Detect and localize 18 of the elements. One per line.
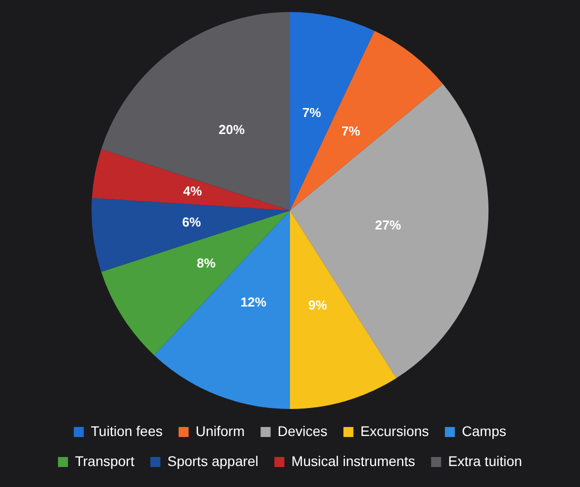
- legend-label: Extra tuition: [448, 452, 522, 469]
- data-label: 8%: [196, 255, 216, 270]
- legend-label: Sports apparel: [167, 452, 258, 469]
- legend-label: Uniform: [196, 422, 245, 439]
- data-label: 6%: [182, 214, 202, 230]
- data-label: 20%: [218, 122, 246, 137]
- legend-label: Musical instruments: [291, 452, 416, 469]
- legend-label: Camps: [462, 422, 506, 439]
- legend-label: Excursions: [360, 422, 429, 439]
- legend-label: Transport: [74, 452, 134, 469]
- legend-label: Tuition fees: [90, 422, 163, 439]
- data-label: 9%: [308, 297, 328, 312]
- data-label: 7%: [341, 124, 361, 139]
- data-label: 7%: [302, 105, 322, 120]
- legend-label: Devices: [278, 422, 328, 439]
- data-label: 12%: [240, 294, 267, 310]
- data-label: 27%: [375, 218, 402, 233]
- data-label: 4%: [183, 183, 202, 198]
